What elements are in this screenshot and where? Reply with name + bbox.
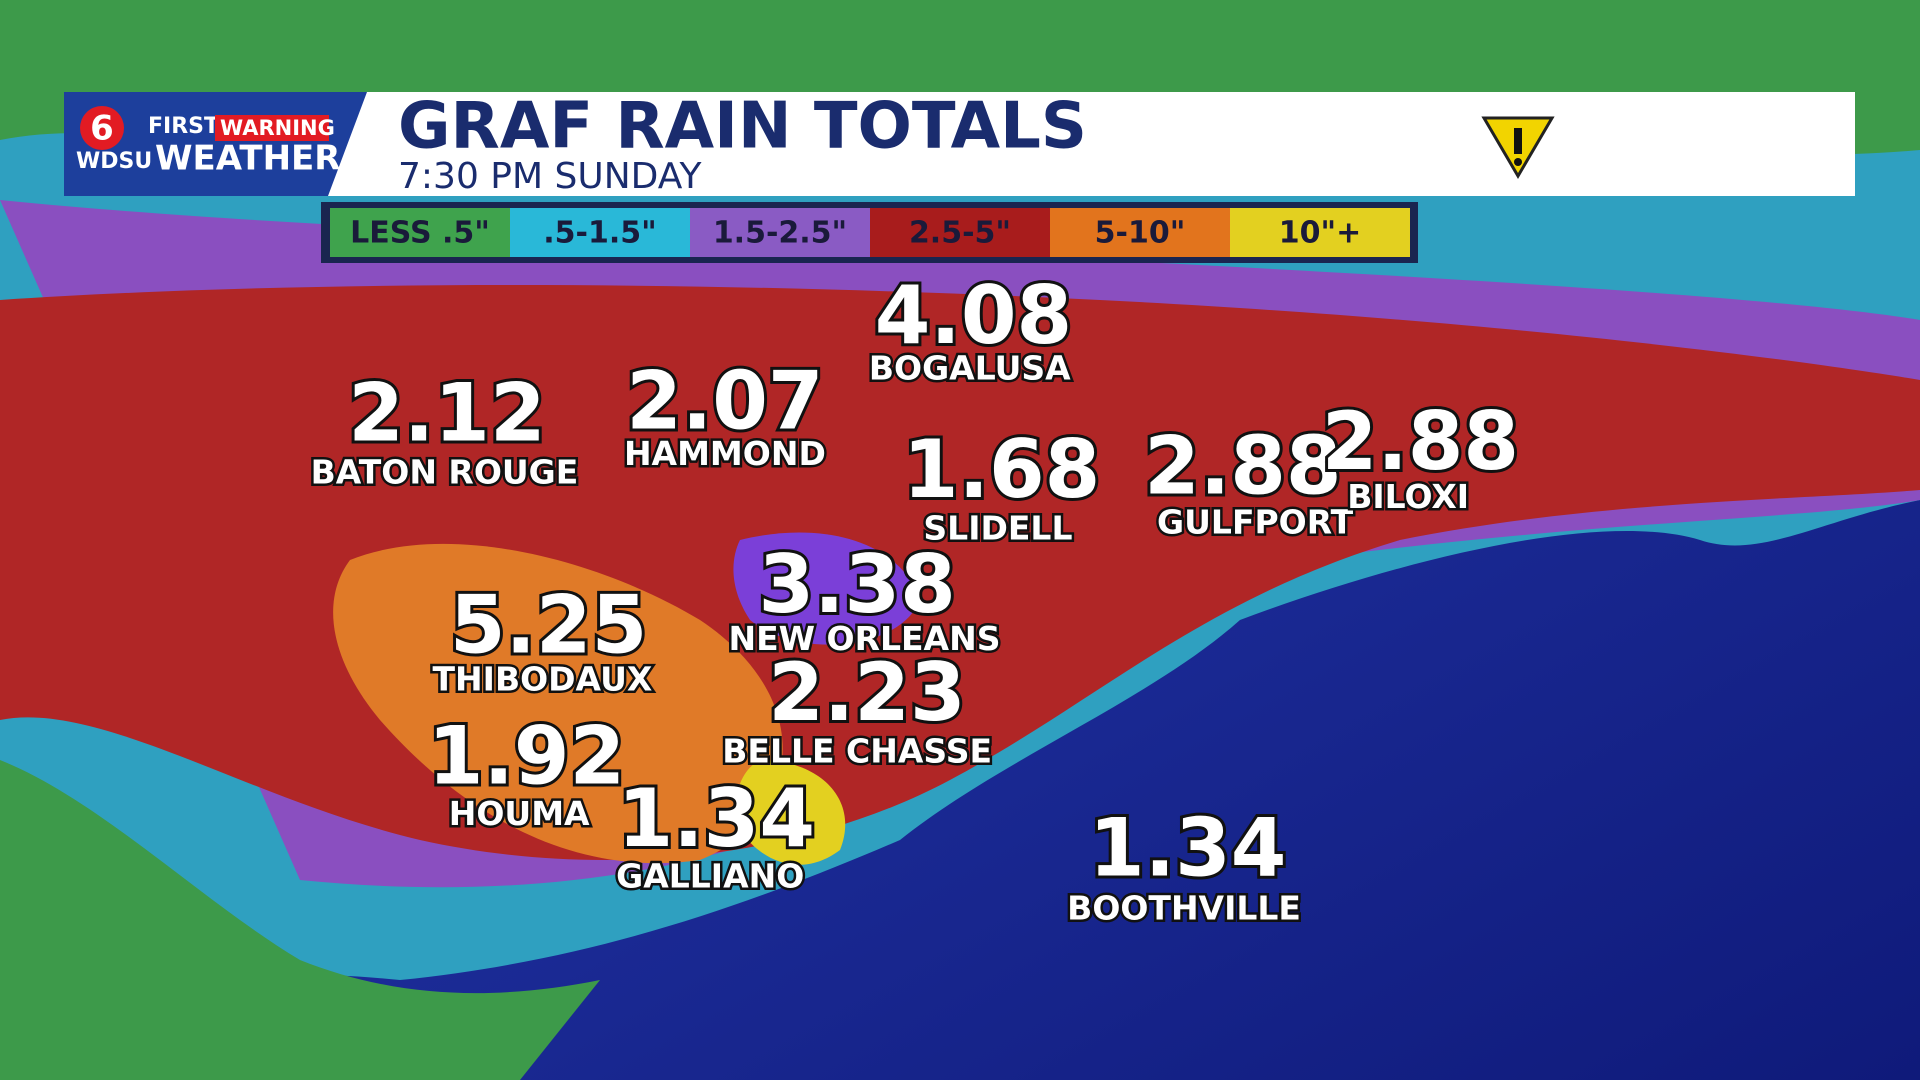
legend-swatch: [1230, 208, 1410, 257]
subtitle: 7:30 PM SUNDAY: [398, 156, 703, 197]
rain-total: 5.25: [450, 579, 647, 672]
rain-total: 2.88: [1322, 395, 1519, 488]
logo-station: WDSU: [76, 149, 152, 174]
logo-first: FIRST: [148, 114, 219, 139]
title: GRAF RAIN TOTALS: [398, 90, 1087, 164]
legend-swatch: [510, 208, 690, 257]
city-name: BOOTHVILLE: [1067, 888, 1301, 927]
legend: LESS .5" .5-1.5" 1.5-2.5" 2.5-5" 5-10" 10"+: [330, 208, 1410, 257]
legend-label: LESS .5": [350, 216, 490, 251]
rain-total: 2.12: [348, 367, 545, 460]
rain-total: 1.68: [903, 423, 1100, 516]
legend-label: .5-1.5": [543, 216, 657, 251]
city-name: HAMMOND: [624, 434, 826, 473]
city-name: NEW ORLEANS: [728, 619, 1000, 658]
city-name: BELLE CHASSE: [722, 732, 992, 771]
rain-total: 3.38: [758, 538, 955, 631]
rain-total: 2.23: [768, 646, 965, 739]
rain-total: 4.08: [875, 269, 1072, 362]
city-name: THIBODAUX: [433, 659, 653, 698]
legend-label: 1.5-2.5": [713, 216, 847, 251]
header: 6 FIRST WARNING WDSU WEATHER GRAF RAIN T…: [64, 90, 1855, 197]
legend-label: 10"+: [1279, 216, 1362, 251]
legend-label: 2.5-5": [909, 216, 1011, 251]
city-name: HOUMA: [449, 794, 590, 833]
city-name: GALLIANO: [616, 856, 804, 895]
legend-swatch: [690, 208, 870, 257]
rain-total: 1.34: [1089, 801, 1286, 894]
logo-warning: WARNING: [220, 116, 335, 140]
legend-swatch: [870, 208, 1050, 257]
city-name: BOGALUSA: [869, 348, 1071, 387]
legend-label: 5-10": [1095, 216, 1186, 251]
city-name: SLIDELL: [923, 509, 1072, 548]
rain-total: 1.34: [618, 772, 815, 865]
logo-weather: WEATHER: [155, 139, 340, 179]
legend-swatch: [1050, 208, 1230, 257]
city-name: BATON ROUGE: [311, 452, 579, 491]
rain-total: 2.07: [626, 354, 823, 447]
logo-channel: 6: [90, 109, 114, 149]
rain-total: 2.88: [1144, 419, 1341, 512]
city-name: GULFPORT: [1157, 503, 1354, 542]
legend-swatch: [330, 208, 510, 257]
rain-total: 1.92: [428, 710, 625, 803]
city-name: BILOXI: [1347, 477, 1469, 516]
